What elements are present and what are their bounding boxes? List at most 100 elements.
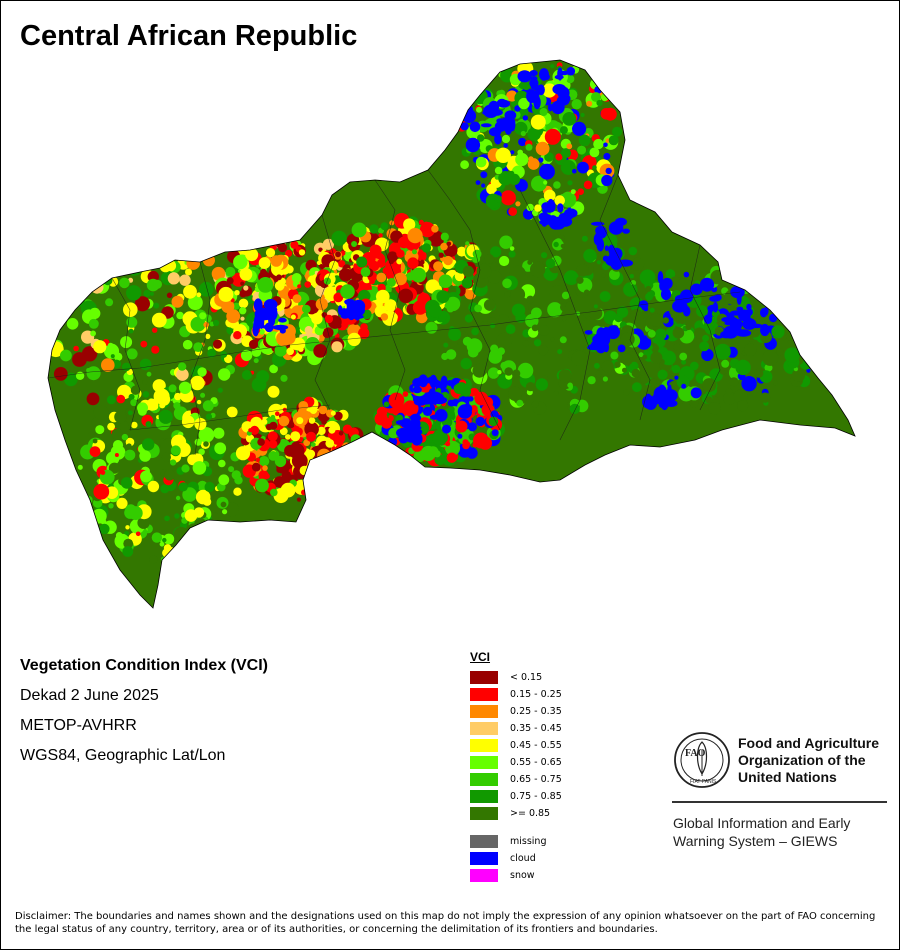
vci-pixel-cluster [105,298,114,307]
vci-pixel-cluster [471,327,479,336]
vci-pixel-cluster [657,369,668,380]
vci-pixel-cluster [274,455,287,468]
vci-pixel-cluster [488,349,503,364]
vci-pixel-cluster [190,316,206,332]
vci-pixel-cluster [815,356,829,371]
vci-pixel-cluster [184,342,191,349]
vci-pixel-cluster [130,247,137,254]
vci-pixel-cluster [309,459,320,470]
vci-pixel-cluster [170,459,177,466]
vci-pixel-cluster [499,255,510,267]
vci-pixel-cluster [394,272,407,286]
vci-pixel-cluster [126,285,142,301]
cloud-cluster [593,233,602,246]
vci-pixel-cluster [345,464,355,475]
vci-pixel-cluster [527,127,541,141]
vci-pixel-cluster [114,410,127,424]
vci-pixel-cluster [106,395,116,405]
vci-pixel-cluster [474,304,482,313]
vci-pixel-cluster [501,134,511,144]
vci-pixel-cluster [600,108,613,120]
vci-pixel-cluster [810,333,816,339]
vci-pixel-cluster [312,466,318,472]
vci-pixel-cluster [110,445,126,460]
vci-pixel-cluster [516,399,524,407]
vci-pixel-cluster [196,292,202,298]
vci-pixel-cluster [336,481,346,491]
vci-pixel-cluster [72,352,87,367]
vci-pixel-cluster [255,457,260,462]
vci-pixel-cluster [468,396,474,402]
vci-pixel-cluster [139,358,152,371]
vci-pixel-cluster [106,250,117,261]
vci-pixel-cluster [674,375,679,380]
vci-pixel-cluster [323,472,339,488]
vci-pixel-cluster [226,309,241,324]
legend-swatch [470,705,498,718]
vci-pixel-cluster [270,255,283,267]
cloud-cluster [411,432,423,446]
vci-pixel-cluster [813,359,821,367]
vci-pixel-cluster [593,138,604,150]
vci-pixel-cluster [250,416,263,429]
vci-pixel-cluster [438,274,453,289]
vci-pixel-cluster [420,445,436,462]
vci-pixel-cluster [310,442,316,447]
cloud-cluster [683,305,691,317]
vci-pixel-cluster [317,426,326,436]
vci-pixel-cluster [157,392,171,406]
cloud-cluster [494,133,502,145]
vci-pixel-cluster [107,422,115,431]
cloud-cluster [402,421,411,427]
cloud-cluster [622,228,630,234]
vci-pixel-cluster [771,325,785,339]
vci-pixel-cluster [455,420,468,433]
vci-pixel-cluster [443,342,449,348]
vci-pixel-cluster [93,405,109,420]
vci-pixel-cluster [333,292,344,303]
vci-pixel-cluster [313,469,323,478]
vci-pixel-cluster [589,147,600,158]
vci-pixel-cluster [563,270,579,286]
vci-pixel-cluster [330,481,341,491]
vci-pixel-cluster [270,488,278,497]
vci-pixel-cluster [203,321,209,328]
vci-pixel-cluster [241,370,252,380]
vci-pixel-cluster [629,361,639,371]
vci-pixel-cluster [778,285,792,299]
vci-pixel-cluster [566,143,573,150]
vci-pixel-cluster [251,462,261,472]
vci-pixel-cluster [750,268,766,284]
cloud-cluster [278,317,287,323]
cloud-cluster [709,295,721,302]
vci-pixel-cluster [407,228,423,244]
vci-pixel-cluster [665,269,676,279]
period-label: Dekad 2 June 2025 [20,687,159,704]
vci-pixel-cluster [176,311,184,320]
vci-pixel-cluster [617,344,626,353]
vci-pixel-cluster [708,402,721,415]
vci-pixel-cluster [175,495,181,501]
vci-pixel-cluster [60,349,72,362]
vci-pixel-cluster [645,384,652,392]
vci-pixel-cluster [791,304,802,315]
vci-pixel-cluster [351,222,367,238]
vci-pixel-cluster [729,377,739,387]
vci-pixel-cluster [152,327,158,333]
vci-pixel-cluster [803,332,813,343]
vci-pixel-cluster [269,364,278,374]
vci-pixel-cluster [268,451,279,461]
vci-pixel-cluster [376,289,390,304]
vci-pixel-cluster [326,465,341,480]
vci-pixel-cluster [504,367,513,376]
cloud-cluster [729,318,743,330]
vci-pixel-cluster [398,288,414,304]
vci-pixel-cluster [171,465,177,471]
vci-pixel-cluster [196,247,206,258]
vci-pixel-cluster [239,307,247,315]
legend-item: 0.65 - 0.75 [470,773,562,786]
vci-pixel-cluster [520,130,526,137]
vci-pixel-cluster [474,391,489,406]
vci-pixel-cluster [758,282,767,292]
vci-pixel-cluster [315,456,326,467]
